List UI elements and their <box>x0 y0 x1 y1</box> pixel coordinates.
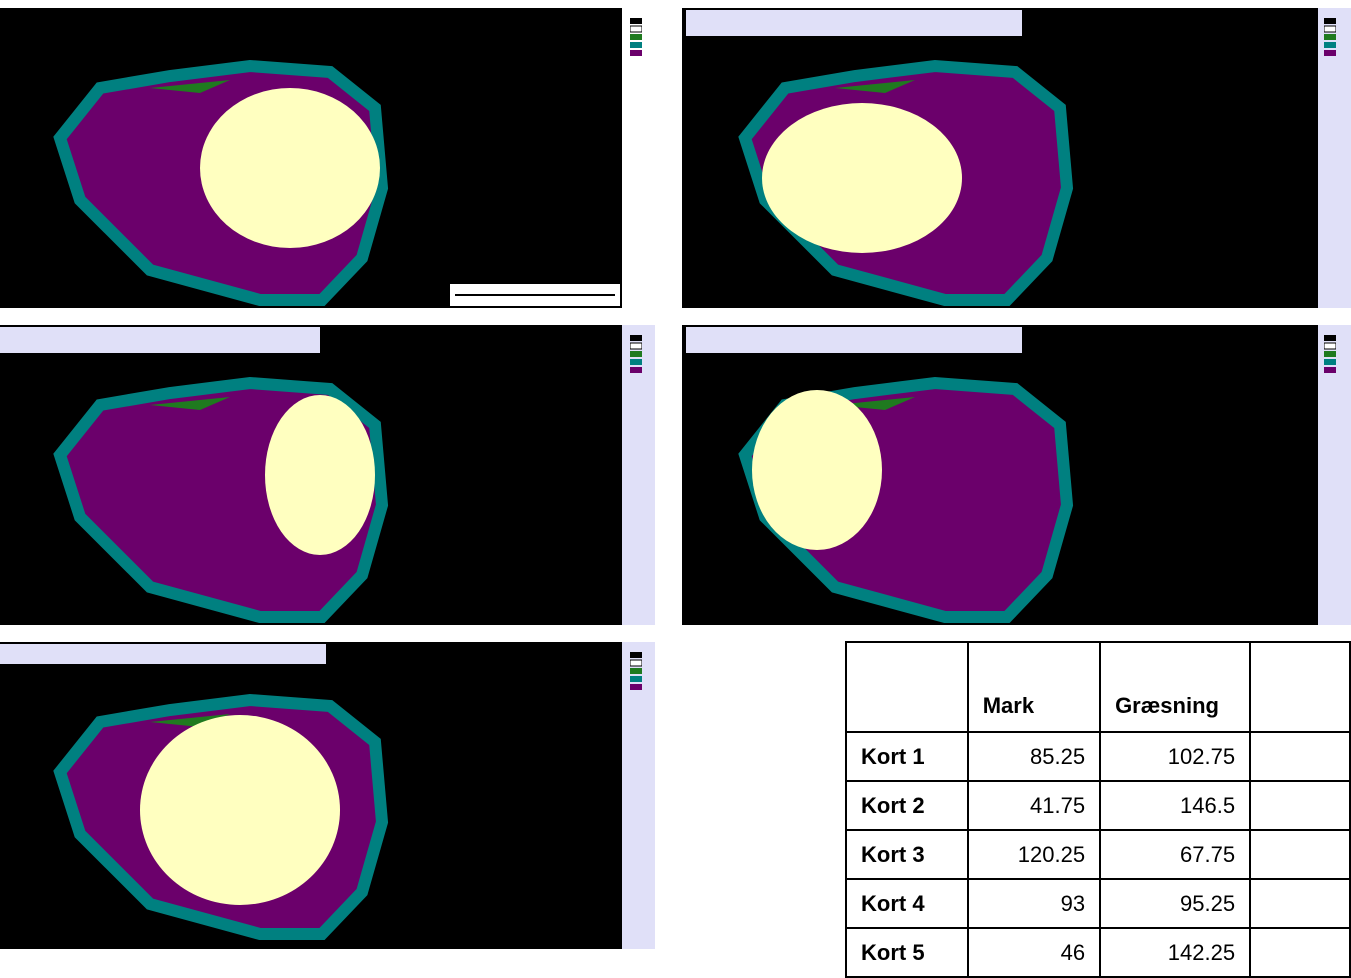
corner-cell <box>846 642 968 732</box>
table-cell <box>1250 928 1350 977</box>
table-cell: 93 <box>968 879 1100 928</box>
table-cell: 85.25 <box>968 732 1100 781</box>
map-panel <box>682 8 1351 308</box>
row-label: Kort 3 <box>846 830 968 879</box>
table-cell: 142.25 <box>1100 928 1250 977</box>
table-cell: 46 <box>968 928 1100 977</box>
table-cell <box>1250 879 1350 928</box>
table-cell: 102.75 <box>1100 732 1250 781</box>
row-label: Kort 5 <box>846 928 968 977</box>
row-label: Kort 4 <box>846 879 968 928</box>
row-label: Kort 1 <box>846 732 968 781</box>
header-cell: Mark <box>968 642 1100 732</box>
table-cell: 146.5 <box>1100 781 1250 830</box>
table-cell <box>1250 830 1350 879</box>
table-cell: 120.25 <box>968 830 1100 879</box>
row-label: Kort 2 <box>846 781 968 830</box>
map-panel <box>682 325 1351 625</box>
table-cell <box>1250 781 1350 830</box>
table-cell: 67.75 <box>1100 830 1250 879</box>
map-panel <box>0 8 655 308</box>
header-row: Mark Græsning <box>846 642 1350 732</box>
map-panel <box>0 642 655 949</box>
table-cell: 95.25 <box>1100 879 1250 928</box>
map-panel <box>0 325 655 625</box>
header-cell <box>1250 642 1350 732</box>
table-cell: 41.75 <box>968 781 1100 830</box>
table-cell <box>1250 732 1350 781</box>
header-cell: Græsning <box>1100 642 1250 732</box>
